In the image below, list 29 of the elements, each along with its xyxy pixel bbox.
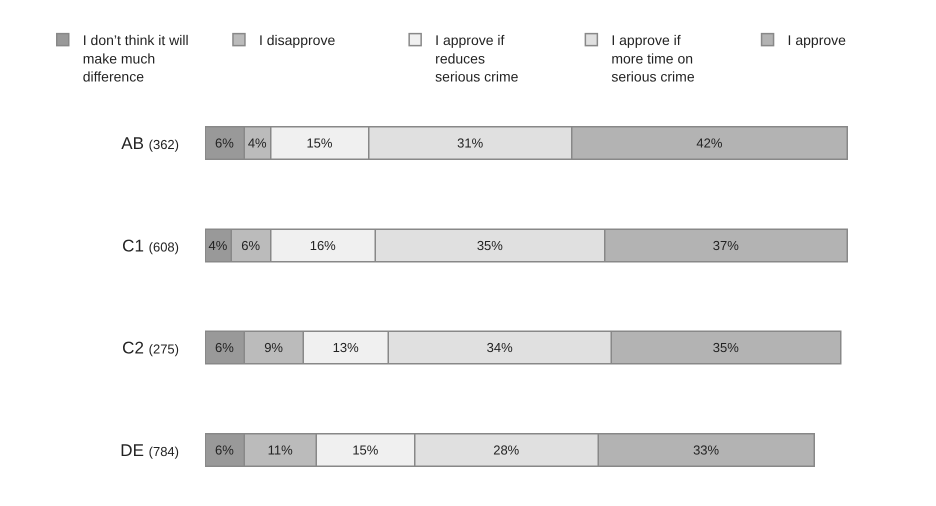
data-label: 28% bbox=[493, 442, 520, 458]
y-tick-label: C1 (608) bbox=[122, 236, 179, 256]
y-tick-label: C2 (275) bbox=[122, 338, 179, 358]
data-label: 9% bbox=[264, 340, 284, 356]
y-tick-label: AB (362) bbox=[121, 134, 179, 154]
legend-label: I don’t think it will make much difference bbox=[82, 32, 189, 84]
data-label: 33% bbox=[693, 442, 720, 458]
data-label: 6% bbox=[241, 238, 260, 253]
data-label: 6% bbox=[215, 442, 234, 458]
data-label: 16% bbox=[310, 238, 336, 253]
data-label: 35% bbox=[476, 238, 504, 253]
data-label: 11% bbox=[268, 442, 294, 458]
legend-label: I approve if more time on serious crime bbox=[611, 32, 695, 84]
data-label: 4% bbox=[208, 238, 228, 253]
legend-label: I approve if reduces serious crime bbox=[435, 32, 519, 84]
data-label: 34% bbox=[486, 340, 514, 356]
legend-label: I disapprove bbox=[258, 32, 336, 48]
data-label: 15% bbox=[352, 442, 379, 458]
data-label: 31% bbox=[457, 136, 484, 151]
data-label: 6% bbox=[215, 136, 234, 151]
y-tick-label: DE (784) bbox=[120, 440, 179, 460]
data-label: 35% bbox=[712, 340, 740, 356]
data-label: 42% bbox=[696, 136, 723, 151]
data-label: 4% bbox=[248, 136, 268, 151]
data-label: 37% bbox=[712, 238, 740, 253]
data-label: 13% bbox=[332, 340, 360, 356]
data-label: 15% bbox=[306, 136, 333, 151]
legend-label: I approve bbox=[788, 32, 846, 48]
data-label: 6% bbox=[215, 340, 234, 356]
